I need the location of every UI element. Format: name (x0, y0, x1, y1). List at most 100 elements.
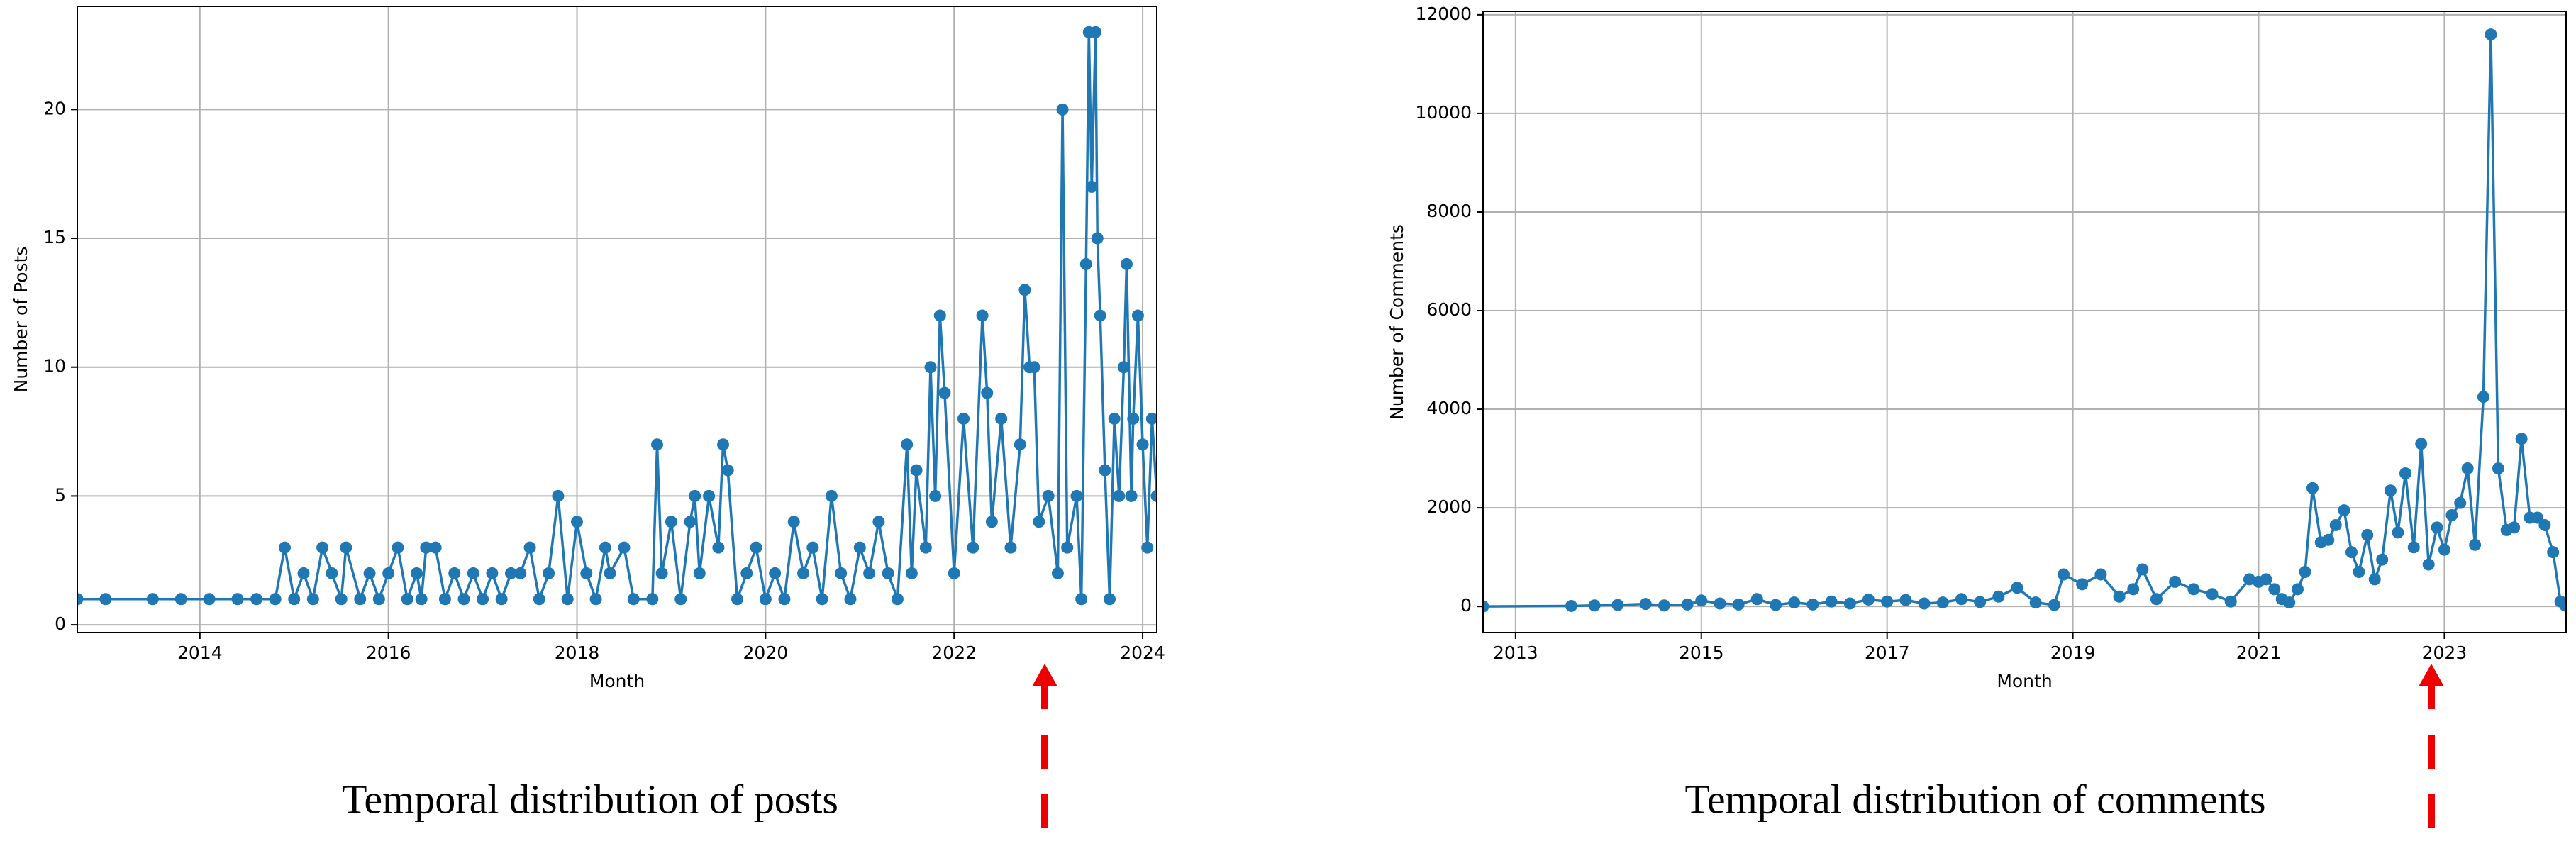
y-tick-label: 15 (43, 227, 66, 247)
marker (1658, 599, 1670, 612)
marker (2445, 509, 2458, 522)
marker (1136, 438, 1149, 451)
marker (1955, 593, 1967, 606)
marker (1770, 599, 1782, 611)
marker (1033, 516, 1045, 528)
marker (2538, 518, 2551, 531)
marker (1108, 412, 1121, 425)
chart: 2013 2015 2017 2019 2021 2023 0 2000 4000 6000 800… (1387, 4, 2567, 822)
marker (486, 567, 499, 579)
x-axis-label: Month (589, 671, 645, 691)
marker (976, 309, 989, 322)
marker (1695, 594, 1708, 607)
marker (174, 593, 187, 606)
marker (1089, 26, 1102, 38)
marker (2531, 511, 2543, 524)
marker (438, 593, 451, 606)
marker (2485, 28, 2497, 41)
marker (872, 516, 885, 528)
marker (1094, 309, 1106, 322)
marker (816, 593, 828, 606)
marker (905, 567, 918, 579)
marker (1788, 596, 1801, 609)
marker (853, 541, 866, 554)
marker (627, 593, 640, 606)
marker (2048, 599, 2060, 611)
y-tick-label: 2000 (1426, 496, 1472, 517)
marker (835, 567, 848, 579)
marker (703, 489, 716, 502)
marker (269, 593, 282, 606)
marker (392, 541, 404, 554)
marker (2206, 588, 2219, 601)
x-tick-label: 2020 (743, 643, 789, 663)
line (77, 32, 1157, 604)
marker (919, 541, 932, 554)
marker (1483, 600, 1489, 613)
marker (2169, 575, 2182, 588)
marker (1014, 438, 1026, 451)
marker (467, 567, 479, 579)
marker (2113, 590, 2126, 603)
marker (2187, 583, 2200, 596)
marker (2454, 496, 2467, 509)
marker (382, 567, 395, 579)
marker (967, 541, 979, 554)
marker (203, 593, 216, 606)
line (1483, 34, 2566, 608)
marker (957, 412, 970, 425)
marker (929, 489, 942, 502)
marker (650, 438, 663, 451)
marker (2361, 528, 2374, 541)
marker (561, 593, 574, 606)
marker (712, 541, 725, 554)
marker (2422, 558, 2435, 571)
marker (674, 593, 687, 606)
marker (1117, 361, 1130, 374)
marker (938, 386, 951, 399)
marker (401, 593, 413, 606)
marker (1881, 595, 1894, 608)
marker (995, 412, 1008, 425)
marker (1079, 257, 1092, 270)
x-tick-label: 2014 (177, 643, 223, 663)
marker (2438, 543, 2450, 556)
marker (2292, 583, 2304, 596)
marker (523, 541, 536, 554)
axes-frame (1482, 11, 2567, 633)
marker (1843, 597, 1856, 610)
marker (2492, 462, 2504, 474)
marker (863, 567, 876, 579)
marker (604, 567, 616, 579)
marker (750, 541, 762, 554)
marker (797, 567, 810, 579)
y-tick-label: 0 (55, 613, 66, 634)
marker (2011, 582, 2023, 594)
marker (1611, 599, 1624, 611)
arrow-left (1032, 664, 1057, 828)
marker (411, 567, 423, 579)
marker (363, 567, 376, 579)
marker (665, 516, 677, 528)
marker (477, 593, 489, 606)
marker (420, 541, 433, 554)
marker (2058, 568, 2070, 581)
marker (693, 567, 706, 579)
marker (2508, 521, 2521, 534)
marker (2306, 482, 2319, 494)
caption: Temporal distribution of posts (342, 776, 838, 822)
marker (910, 464, 923, 477)
marker (2399, 467, 2411, 479)
marker (146, 593, 159, 606)
y-axis-label: Number of Comments (1387, 224, 1407, 420)
marker (2243, 573, 2255, 586)
marker (1099, 464, 1111, 477)
marker (2392, 526, 2404, 539)
marker (2029, 596, 2042, 609)
marker (552, 489, 565, 502)
marker (2461, 462, 2474, 474)
marker (316, 541, 329, 554)
marker (448, 567, 461, 579)
marker (372, 593, 385, 606)
